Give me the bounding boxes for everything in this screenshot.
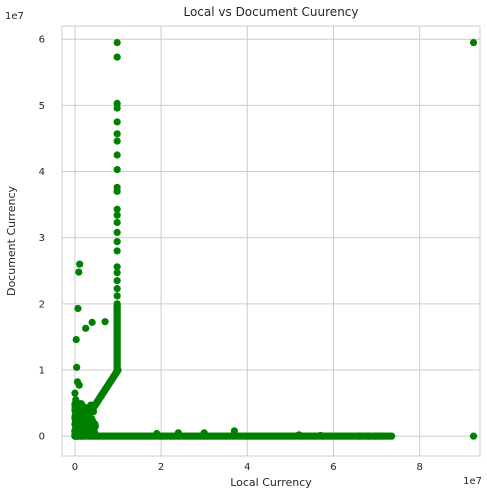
data-point xyxy=(86,414,94,422)
data-point xyxy=(113,211,121,219)
data-point xyxy=(113,292,121,300)
data-point xyxy=(113,263,121,271)
data-point xyxy=(75,268,83,276)
x-tick-label: 4 xyxy=(244,462,250,473)
data-point xyxy=(113,277,121,285)
data-point xyxy=(71,400,79,408)
data-point xyxy=(82,324,90,332)
y-axis-label: Document Currency xyxy=(5,185,18,296)
data-point xyxy=(316,431,325,440)
data-point xyxy=(375,432,383,440)
data-point xyxy=(153,429,161,438)
data-point xyxy=(113,205,121,213)
data-point xyxy=(113,130,121,138)
y-tick-label: 0 xyxy=(39,432,45,443)
data-point xyxy=(113,187,121,195)
data-points xyxy=(71,38,478,440)
data-point xyxy=(88,318,96,326)
y-axis-ticks: 0 1 2 3 4 5 6 xyxy=(39,35,45,443)
x-tick-label: 8 xyxy=(416,462,422,473)
data-point xyxy=(200,429,208,437)
data-point xyxy=(295,431,303,439)
data-point xyxy=(78,431,86,439)
data-point xyxy=(88,428,96,436)
data-point xyxy=(91,420,99,428)
data-point xyxy=(113,38,121,47)
data-point xyxy=(113,238,121,246)
data-point xyxy=(75,381,83,389)
data-point xyxy=(113,300,121,308)
data-point xyxy=(230,427,238,435)
y-tick-label: 2 xyxy=(39,299,45,310)
data-point xyxy=(388,432,396,440)
data-point xyxy=(73,363,81,371)
data-point xyxy=(83,404,91,412)
x-tick-label: 6 xyxy=(330,462,336,473)
data-point xyxy=(113,247,121,255)
data-point xyxy=(113,151,121,159)
data-point xyxy=(113,218,121,227)
data-point xyxy=(72,335,80,344)
data-point xyxy=(113,228,121,236)
data-point xyxy=(76,260,84,268)
data-point xyxy=(113,137,121,145)
x-tick-label: 0 xyxy=(72,462,78,473)
data-point xyxy=(113,165,121,174)
y-tick-label: 4 xyxy=(39,167,45,178)
plot-area xyxy=(61,25,481,457)
x-tick-label: 2 xyxy=(158,462,164,473)
data-point xyxy=(71,415,79,424)
y-tick-label: 5 xyxy=(39,101,45,112)
data-point xyxy=(72,423,80,431)
data-point xyxy=(71,389,79,397)
data-point xyxy=(113,53,121,61)
data-point xyxy=(75,407,83,416)
data-point xyxy=(469,38,478,47)
chart-title: Local vs Document Cuurency xyxy=(183,5,358,19)
y-tick-label: 6 xyxy=(39,35,45,46)
y-axis-offset-label: 1e7 xyxy=(5,11,24,22)
data-point xyxy=(364,432,372,440)
data-point xyxy=(174,429,182,437)
data-point xyxy=(85,420,93,428)
data-point xyxy=(74,304,82,313)
data-point xyxy=(469,432,478,440)
y-tick-label: 1 xyxy=(39,366,45,377)
x-axis-offset-label: 1e7 xyxy=(463,476,482,487)
data-point xyxy=(101,318,109,326)
x-axis-label: Local Currency xyxy=(230,476,312,489)
data-point xyxy=(355,432,363,440)
y-tick-label: 3 xyxy=(39,233,45,244)
data-point xyxy=(113,269,121,277)
data-point xyxy=(113,118,121,126)
data-point xyxy=(113,285,121,293)
data-point xyxy=(113,104,121,112)
x-axis-ticks: 0 2 4 6 8 xyxy=(72,462,423,473)
